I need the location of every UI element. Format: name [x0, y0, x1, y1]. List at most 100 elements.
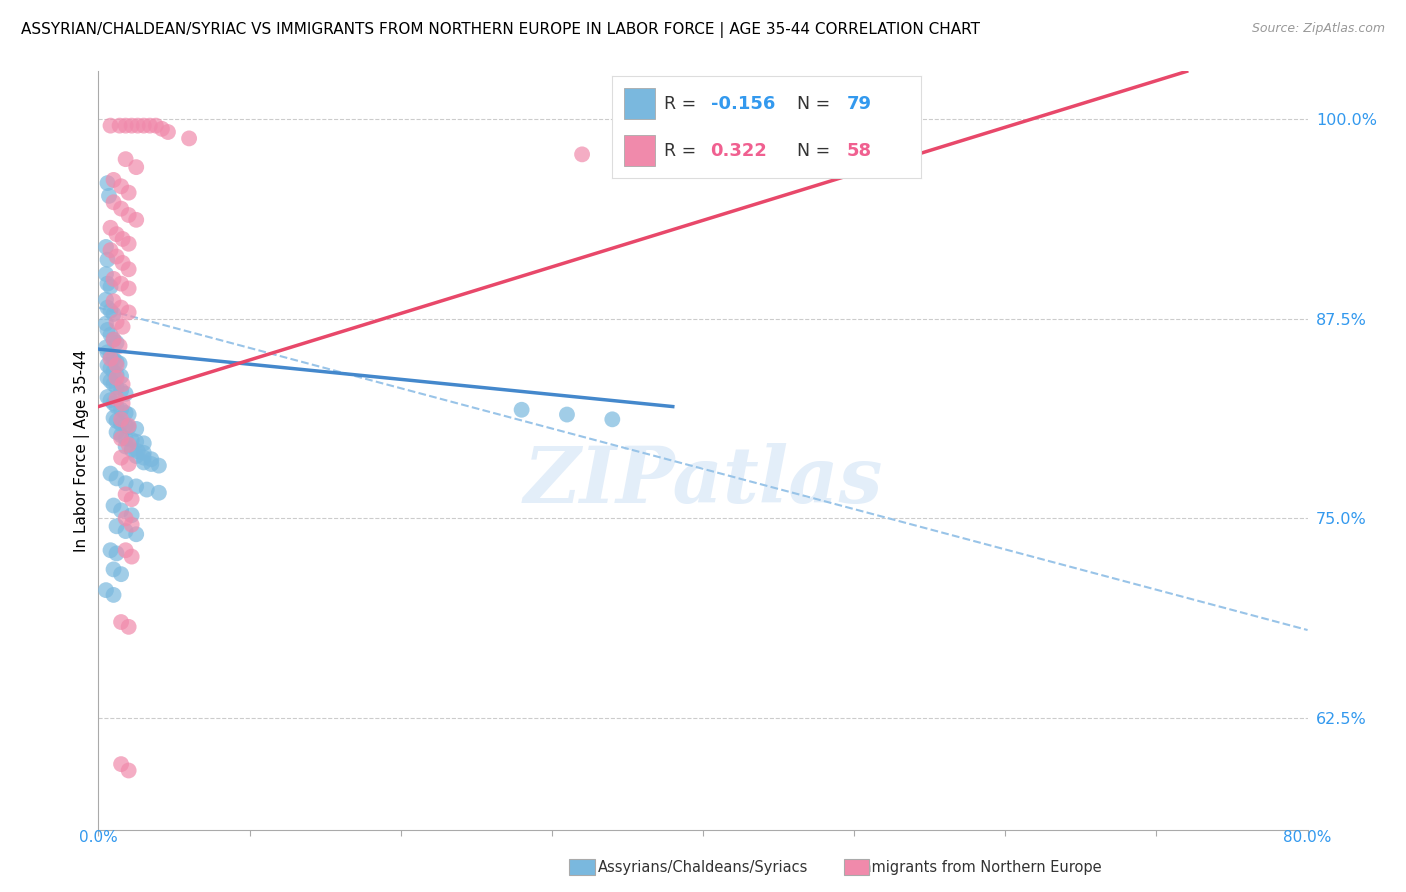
- Point: [105, 358, 128, 372]
- Point: [141, 452, 163, 467]
- Point: [105, 335, 128, 350]
- Point: [150, 121, 173, 136]
- Y-axis label: In Labor Force | Age 35-44: In Labor Force | Age 35-44: [75, 350, 90, 551]
- Point: [100, 349, 122, 363]
- Point: [111, 377, 134, 392]
- Point: [100, 543, 122, 558]
- Text: 0.322: 0.322: [710, 142, 768, 160]
- Point: [111, 396, 134, 410]
- Text: N =: N =: [797, 142, 837, 160]
- Point: [103, 499, 125, 513]
- Point: [125, 212, 148, 227]
- Point: [118, 208, 141, 222]
- Point: [692, 128, 714, 143]
- Point: [132, 450, 155, 465]
- Point: [105, 414, 128, 428]
- Point: [96, 301, 118, 315]
- Point: [110, 615, 132, 629]
- Point: [108, 339, 131, 353]
- Point: [114, 511, 136, 525]
- Point: [135, 483, 157, 497]
- Text: 79: 79: [846, 95, 872, 112]
- Point: [121, 549, 143, 564]
- Point: [121, 508, 143, 522]
- Point: [132, 455, 155, 469]
- Point: [94, 267, 117, 281]
- Point: [110, 301, 132, 315]
- Point: [121, 119, 143, 133]
- Point: [132, 119, 155, 133]
- Point: [105, 546, 128, 560]
- Point: [103, 588, 125, 602]
- Point: [127, 444, 149, 458]
- Point: [105, 368, 128, 382]
- Text: 80.0%: 80.0%: [1284, 830, 1331, 845]
- Point: [103, 195, 125, 210]
- Point: [118, 305, 141, 319]
- Point: [96, 252, 118, 267]
- Point: [114, 487, 136, 501]
- Point: [125, 160, 148, 174]
- Text: Immigrants from Northern Europe: Immigrants from Northern Europe: [853, 860, 1101, 874]
- Point: [96, 371, 118, 385]
- Point: [100, 243, 122, 257]
- Point: [108, 356, 131, 370]
- Bar: [624, 88, 655, 119]
- Point: [114, 432, 136, 446]
- Point: [132, 436, 155, 450]
- Bar: [624, 136, 655, 166]
- Point: [114, 440, 136, 454]
- Point: [111, 256, 134, 270]
- Point: [108, 119, 131, 133]
- Point: [602, 412, 624, 426]
- Point: [118, 457, 141, 471]
- Point: [103, 333, 125, 347]
- Point: [125, 434, 148, 449]
- Point: [121, 492, 143, 507]
- Point: [111, 319, 134, 334]
- Point: [148, 458, 170, 473]
- Point: [118, 764, 141, 778]
- Point: [103, 173, 125, 187]
- Point: [96, 176, 118, 190]
- Point: [132, 446, 155, 460]
- Point: [105, 380, 128, 394]
- Point: [100, 374, 122, 388]
- Text: R =: R =: [664, 95, 702, 112]
- Point: [110, 369, 132, 384]
- Point: [141, 457, 163, 471]
- Point: [94, 341, 117, 355]
- Point: [110, 384, 132, 398]
- Point: [148, 485, 170, 500]
- Point: [100, 467, 122, 481]
- Point: [98, 189, 121, 203]
- Point: [105, 425, 128, 439]
- Point: [571, 147, 593, 161]
- Point: [110, 277, 132, 291]
- Text: ASSYRIAN/CHALDEAN/SYRIAC VS IMMIGRANTS FROM NORTHERN EUROPE IN LABOR FORCE | AGE: ASSYRIAN/CHALDEAN/SYRIAC VS IMMIGRANTS F…: [21, 22, 980, 38]
- Point: [125, 527, 148, 541]
- Point: [121, 517, 143, 532]
- Point: [156, 125, 179, 139]
- Point: [127, 119, 149, 133]
- Point: [121, 442, 143, 457]
- Text: 0.0%: 0.0%: [79, 830, 118, 845]
- Point: [118, 186, 141, 200]
- Point: [118, 420, 141, 434]
- Point: [100, 220, 122, 235]
- Point: [118, 620, 141, 634]
- Point: [100, 327, 122, 342]
- Point: [103, 294, 125, 309]
- Point: [100, 351, 122, 366]
- Point: [96, 358, 118, 372]
- Point: [105, 519, 128, 533]
- Point: [118, 262, 141, 277]
- Point: [114, 152, 136, 166]
- Point: [114, 386, 136, 401]
- Point: [111, 232, 134, 246]
- Text: N =: N =: [797, 95, 837, 112]
- Point: [103, 410, 125, 425]
- Point: [125, 449, 148, 463]
- Point: [105, 227, 128, 242]
- Point: [555, 408, 578, 422]
